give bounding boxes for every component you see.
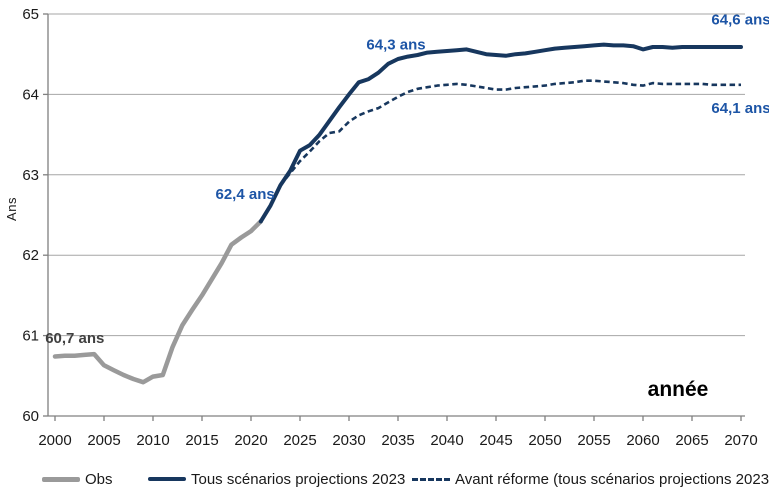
legend-label-tous-scenarios-projections-2023: Tous scénarios projections 2023 — [191, 470, 406, 488]
x-tick-label: 2015 — [185, 432, 218, 449]
x-tick-label: 2000 — [38, 432, 71, 449]
x-tick-label: 2055 — [577, 432, 610, 449]
x-tick-label: 2065 — [675, 432, 708, 449]
x-tick-label: 2025 — [283, 432, 316, 449]
y-tick-label: 64 — [22, 86, 39, 103]
x-tick-label: 2035 — [381, 432, 414, 449]
y-tick-label: 65 — [22, 6, 39, 23]
x-tick-label: 2030 — [332, 432, 365, 449]
annotation-64-1-ans: 64,1 ans — [711, 100, 769, 117]
x-tick-label: 2005 — [87, 432, 120, 449]
legend-item-tous-scenarios-projections-2023: Tous scénarios projections 2023 — [148, 467, 405, 491]
series-line-obs — [52, 219, 264, 385]
y-axis-title: Ans — [4, 197, 19, 221]
x-tick-label: 2010 — [136, 432, 169, 449]
legend: Obs Tous scénarios projections 2023 Avant … — [0, 467, 769, 493]
x-tick-label: 2060 — [626, 432, 659, 449]
y-tick-label: 61 — [22, 328, 39, 345]
annotation-64-6-ans: 64,6 ans — [711, 12, 769, 29]
y-tick-label: 60 — [22, 408, 39, 425]
series-line-avant-reforme-tous-scenarios-projections-2023 — [279, 79, 741, 187]
legend-swatch-tous-scenarios-projections-2023 — [148, 477, 186, 481]
legend-label-avant-reforme-tous-scenarios-projections-2023: Avant réforme (tous scénarios projection… — [455, 470, 769, 488]
x-tick-label: 2045 — [479, 432, 512, 449]
annotation-60-7-ans: 60,7 ans — [45, 330, 104, 347]
x-axis-title: année — [647, 378, 709, 401]
series-line-tous-scenarios-projections-2023 — [258, 42, 743, 224]
legend-item-avant-reforme-tous-scenarios-projections-2023: Avant réforme (tous scénarios projection… — [412, 467, 769, 491]
x-tick-label: 2040 — [430, 432, 463, 449]
x-tick-label: 2070 — [724, 432, 757, 449]
legend-item-obs: Obs — [42, 467, 113, 491]
annotation-64-3-ans: 64,3 ans — [366, 37, 425, 54]
x-tick-label: 2050 — [528, 432, 561, 449]
y-tick-label: 62 — [22, 247, 39, 264]
legend-label-obs: Obs — [85, 470, 113, 488]
legend-swatch-avant-reforme-tous-scenarios-projections-2023 — [412, 477, 450, 481]
legend-swatch-obs — [42, 476, 80, 482]
annotation-62-4-ans: 62,4 ans — [216, 186, 275, 203]
x-tick-label: 2020 — [234, 432, 267, 449]
y-tick-label: 63 — [22, 167, 39, 184]
